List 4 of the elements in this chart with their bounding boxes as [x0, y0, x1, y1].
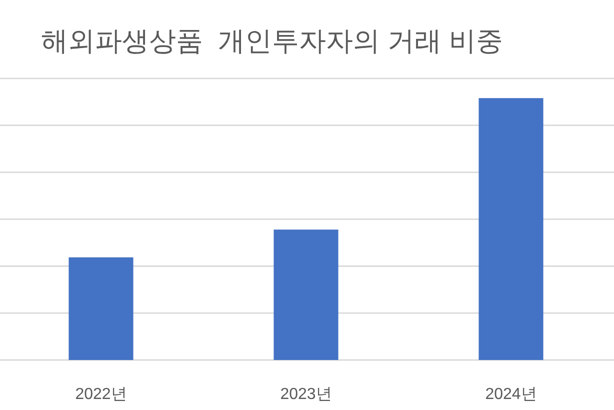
- x-tick-label: 2024년: [485, 386, 537, 403]
- x-tick-label: 2023년: [280, 386, 332, 403]
- chart-title: 해외파생상품 개인투자자의 거래 비중: [41, 26, 504, 56]
- x-tick-label: 2022년: [75, 386, 127, 403]
